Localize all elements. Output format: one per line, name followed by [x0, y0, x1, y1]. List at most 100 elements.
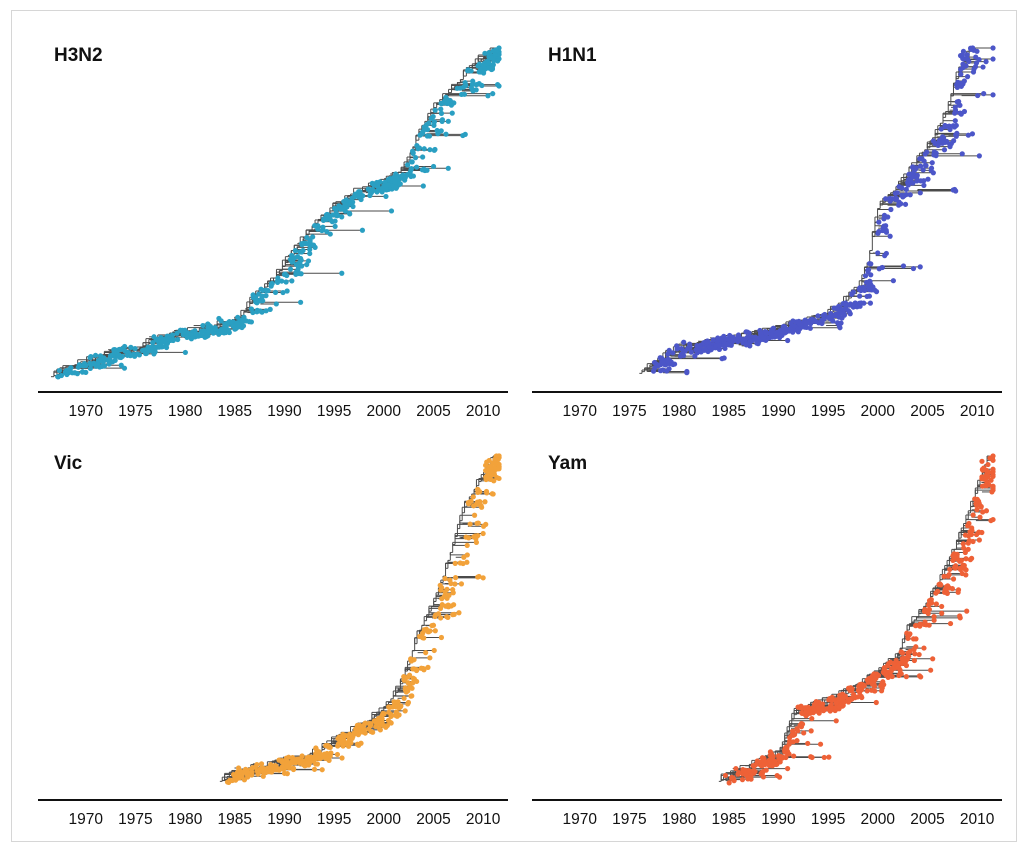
tree-tip — [234, 320, 240, 326]
tree-tip — [470, 494, 476, 500]
panel-title-yam: Yam — [548, 453, 588, 474]
tree-tip — [92, 352, 99, 358]
tree-tip — [952, 118, 958, 124]
tree-tip — [892, 190, 899, 196]
figure-frame — [11, 10, 1017, 842]
tree-tip — [350, 203, 356, 210]
tree-tip — [902, 201, 909, 207]
tree-tip — [224, 320, 230, 326]
tree-tip — [657, 368, 664, 374]
tree-tip — [883, 196, 889, 202]
tree-chart-yam: 1970 1975 1980 1985 1990 1995 2000 2005 2010 — [532, 453, 1002, 828]
tree-tip — [723, 336, 729, 342]
tree-tip — [290, 760, 296, 766]
x-tick-label: 1970 — [68, 811, 103, 828]
tree-tip — [830, 318, 836, 324]
tree-tip — [377, 727, 383, 733]
tree-tip — [681, 339, 687, 345]
tree-tip — [929, 160, 935, 166]
tree-tip — [421, 146, 427, 152]
tree-tip — [246, 319, 252, 325]
tree-tip — [321, 216, 327, 222]
tree-tip — [329, 219, 335, 225]
tree-tip — [132, 346, 138, 352]
tree-tip — [307, 246, 313, 253]
tree-tip — [410, 680, 416, 686]
tree-tip — [391, 699, 397, 705]
tree-tip — [821, 316, 827, 322]
tree-tip — [876, 266, 882, 272]
tree-tip — [875, 230, 881, 236]
x-tick-label: 1970 — [562, 811, 597, 828]
tree-tip — [747, 343, 753, 349]
tree-tip — [490, 62, 496, 68]
tree-tip — [678, 346, 685, 352]
tree-tip — [836, 310, 842, 316]
tree-tip — [297, 249, 303, 255]
tree-tip — [458, 91, 465, 98]
tree-tip — [394, 175, 400, 181]
tree-tip — [101, 355, 107, 361]
tree-tip — [719, 335, 725, 341]
tree-tip — [450, 587, 456, 593]
tree-tip — [281, 770, 288, 776]
x-tick-label: 1985 — [712, 403, 746, 420]
tree-tip — [862, 273, 869, 279]
tree-tip — [420, 183, 426, 189]
tree-tip — [355, 191, 361, 197]
x-tick-label: 1995 — [811, 811, 845, 828]
x-tick-label: 1970 — [68, 403, 103, 420]
panel-title-h3n2: H3N2 — [54, 45, 103, 66]
tree-tip — [458, 581, 465, 587]
tree-tip — [205, 325, 211, 331]
tree-tip — [242, 769, 248, 775]
tree-tip — [359, 192, 365, 199]
x-tick-label: 1995 — [317, 811, 351, 828]
tree-tip — [430, 163, 437, 170]
tree-tip — [333, 210, 339, 216]
tree-tip — [907, 192, 913, 198]
tree-tip — [267, 306, 273, 312]
tree-tip — [941, 147, 948, 153]
tree-tip — [475, 486, 481, 493]
tree-tip — [252, 764, 259, 770]
tree-tip — [493, 47, 499, 53]
tree-tip — [312, 223, 318, 229]
tree-tip — [346, 740, 352, 746]
tree-tip — [55, 374, 61, 380]
tree-tip — [263, 287, 269, 294]
tree-tip — [489, 491, 495, 497]
x-tick-label: 2010 — [466, 811, 501, 828]
tree-tip — [446, 592, 452, 598]
tree-tip — [375, 183, 381, 189]
tree-tip — [184, 334, 190, 340]
tree-tip — [457, 560, 463, 566]
tree-tip — [719, 356, 725, 362]
tree-tip — [445, 614, 451, 620]
tree-tip — [425, 664, 431, 670]
tree-tip — [910, 180, 916, 186]
tree-tip — [448, 603, 454, 609]
tree-tip — [950, 187, 956, 193]
tree-tip — [666, 347, 672, 354]
tree-tip — [383, 724, 389, 730]
tree-tip — [429, 622, 435, 629]
tree-tip — [283, 279, 289, 285]
tree-tip — [465, 500, 471, 506]
tree-tip — [482, 50, 488, 56]
tree-tip — [437, 582, 443, 588]
tree-tips — [224, 453, 502, 786]
tree-tip — [97, 357, 103, 363]
tree-tips — [55, 45, 502, 380]
tree-tip — [964, 52, 970, 58]
tree-tip — [235, 775, 241, 781]
tree-tip — [703, 339, 710, 345]
tree-tip — [763, 330, 769, 336]
tree-tip — [369, 180, 375, 186]
tree-tip — [695, 347, 702, 353]
tree-tip — [343, 197, 349, 203]
tree-tip — [72, 370, 78, 376]
tree-tip — [91, 360, 97, 366]
panel-vic: Vic 1970 1975 1980 1985 1990 1995 2000 2005 2010 — [38, 450, 513, 840]
tree-tip — [961, 108, 968, 115]
